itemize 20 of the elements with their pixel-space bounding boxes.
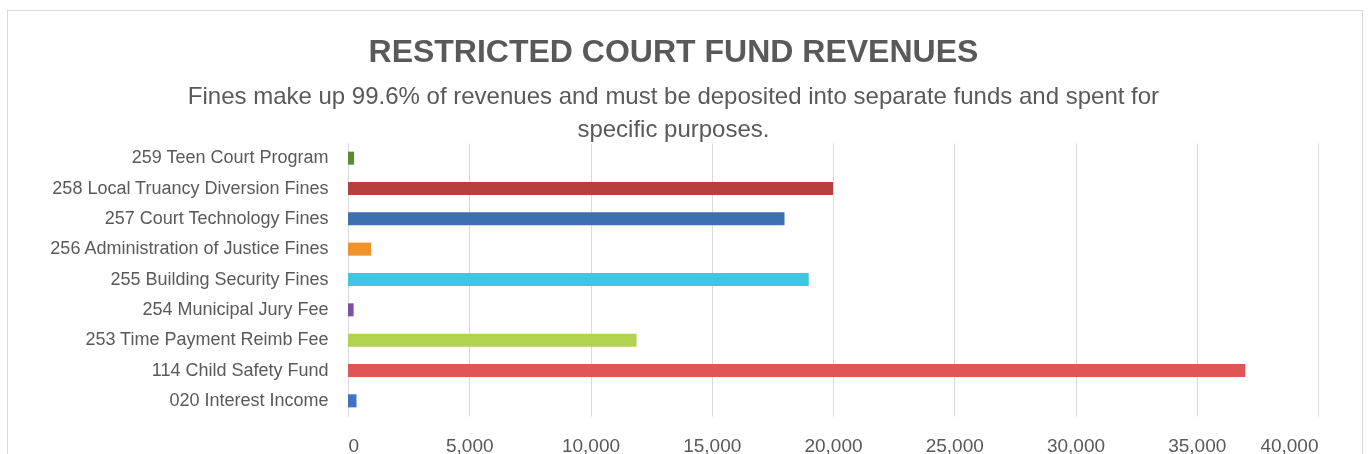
chart-subtitle: Fines make up 99.6% of revenues and must be deposited into separate funds and spent for specific purposes. — [187, 82, 1160, 142]
x-tick-label: 20,000 — [804, 434, 863, 454]
chart-title: RESTRICTED COURT FUND REVENUES — [368, 33, 979, 69]
y-tick-label: 257 Court Technology Fines — [104, 207, 329, 228]
x-tick-label: 40,000 — [1260, 434, 1319, 454]
y-tick-label: 256 Administration of Justice Fines — [50, 238, 329, 259]
x-tick-label: 0 — [348, 434, 360, 454]
x-tick-label: 5,000 — [445, 434, 494, 454]
y-tick-label: 255 Building Security Fines — [110, 268, 329, 289]
y-tick-label: 254 Municipal Jury Fee — [142, 298, 329, 319]
y-tick-label: 020 Interest Income — [169, 389, 329, 410]
x-tick-label: 15,000 — [683, 434, 742, 454]
y-tick-label: 258 Local Truancy Diversion Fines — [52, 177, 329, 198]
y-tick-label: 259 Teen Court Program — [131, 147, 329, 168]
x-tick-label: 30,000 — [1046, 434, 1106, 454]
x-tick-label: 35,000 — [1168, 434, 1227, 454]
x-tick-label: 10,000 — [561, 434, 621, 454]
y-tick-label: 114 Child Safety Fund — [151, 359, 329, 380]
x-tick-label: 25,000 — [925, 434, 984, 454]
y-tick-label: 253 Time Payment Reimb Fee — [85, 329, 329, 350]
